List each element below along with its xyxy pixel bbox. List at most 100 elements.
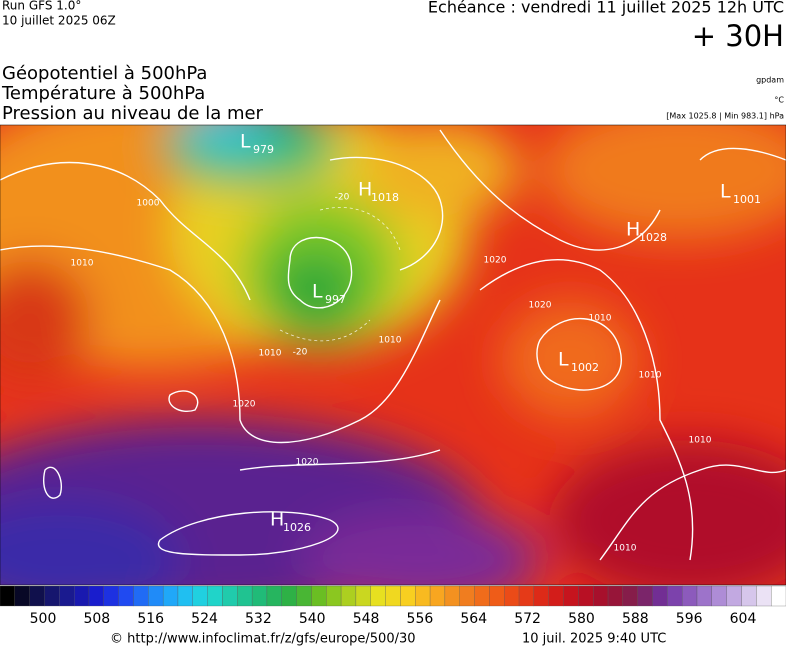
scale-label: 604 bbox=[730, 611, 757, 627]
scale-label: 516 bbox=[137, 611, 164, 627]
scale-label: 564 bbox=[460, 611, 487, 627]
scale-swatch bbox=[726, 585, 742, 607]
scale-swatch bbox=[340, 585, 357, 607]
scale-label: 540 bbox=[299, 611, 326, 627]
contour-label: 1020 bbox=[484, 256, 507, 266]
scale-swatch bbox=[607, 585, 624, 607]
center-value: 1026 bbox=[283, 521, 311, 534]
scale-swatch bbox=[296, 585, 312, 607]
scale-swatch bbox=[652, 585, 668, 607]
center-letter: H bbox=[358, 179, 372, 201]
contour-label: 1020 bbox=[233, 400, 256, 410]
scale-swatch bbox=[711, 585, 727, 607]
center-value: 1018 bbox=[371, 191, 399, 204]
scale-swatch bbox=[266, 585, 282, 607]
scale-swatch bbox=[518, 585, 535, 607]
scale-swatch bbox=[74, 585, 90, 607]
contour-label: 1010 bbox=[259, 349, 282, 359]
scale-swatch bbox=[29, 585, 45, 607]
scale-swatch bbox=[489, 585, 505, 607]
scale-swatch bbox=[578, 585, 594, 607]
center-letter: H bbox=[270, 509, 284, 531]
scale-swatch bbox=[251, 585, 268, 607]
unit: °C bbox=[774, 96, 784, 105]
unit: [Max 1025.8 | Min 983.1] hPa bbox=[666, 112, 784, 121]
center-letter: L bbox=[720, 181, 731, 203]
scale-swatch bbox=[682, 585, 698, 607]
scale-swatch bbox=[177, 585, 193, 607]
scale-label: 572 bbox=[514, 611, 541, 627]
center-value: 1028 bbox=[639, 231, 667, 244]
scale-swatch bbox=[741, 585, 757, 607]
contour-label: 1020 bbox=[529, 301, 552, 311]
scale-swatch bbox=[133, 585, 149, 607]
scale-swatch bbox=[771, 585, 786, 607]
center-value: 1001 bbox=[733, 193, 761, 206]
scale-label: 500 bbox=[30, 611, 57, 627]
contour-label: -20 bbox=[293, 348, 308, 358]
scale-swatch bbox=[504, 585, 520, 607]
scale-swatch bbox=[162, 585, 179, 607]
scale-swatch bbox=[88, 585, 104, 607]
scale-swatch bbox=[207, 585, 223, 607]
scale-swatch bbox=[756, 585, 772, 607]
offset: + 30H bbox=[692, 19, 784, 53]
center-value: 979 bbox=[253, 143, 274, 156]
scale-swatch bbox=[444, 585, 460, 607]
scale-label: 508 bbox=[83, 611, 110, 627]
title: Pression au niveau de la mer bbox=[2, 103, 264, 124]
scale-swatch bbox=[103, 585, 119, 607]
scale-swatch bbox=[370, 585, 386, 607]
scale-swatch bbox=[311, 585, 327, 607]
scale-swatch bbox=[192, 585, 208, 607]
scale-label: 532 bbox=[245, 611, 272, 627]
title: Géopotentiel à 500hPa bbox=[2, 63, 207, 84]
scale-swatch bbox=[459, 585, 475, 607]
echeance: Echéance : vendredi 11 juillet 2025 12h … bbox=[428, 0, 784, 17]
scale-swatch bbox=[237, 585, 253, 607]
scale-swatch bbox=[415, 585, 431, 607]
scale-label: 524 bbox=[191, 611, 218, 627]
scale-swatch bbox=[355, 585, 371, 607]
scale-swatch bbox=[548, 585, 564, 607]
scale-swatch bbox=[593, 585, 609, 607]
source: © http://www.infoclimat.fr/z/gfs/europe/… bbox=[110, 632, 416, 647]
scale-label: 548 bbox=[353, 611, 380, 627]
scale-swatch bbox=[400, 585, 416, 607]
scale-swatch bbox=[14, 585, 30, 607]
center-value: 1002 bbox=[571, 361, 599, 374]
title: Température à 500hPa bbox=[1, 83, 205, 104]
run-date: 10 juillet 2025 06Z bbox=[2, 14, 116, 28]
scale-swatch bbox=[429, 585, 446, 607]
contour-label: 1000 bbox=[137, 199, 160, 209]
scale-swatch bbox=[533, 585, 549, 607]
contour-label: 1020 bbox=[296, 458, 319, 468]
generated: 10 juil. 2025 9:40 UTC bbox=[522, 632, 666, 647]
scale-swatch bbox=[696, 585, 712, 607]
scale-swatch bbox=[281, 585, 297, 607]
center-letter: H bbox=[626, 219, 640, 241]
scale-swatch bbox=[563, 585, 579, 607]
scale-swatch bbox=[667, 585, 683, 607]
scale-swatch bbox=[148, 585, 164, 607]
scale-swatch bbox=[222, 585, 238, 607]
scale-label: 588 bbox=[622, 611, 649, 627]
contour-label: 1010 bbox=[71, 259, 94, 269]
scale-label: 596 bbox=[676, 611, 703, 627]
scale-label: 580 bbox=[568, 611, 595, 627]
contour-label: 1010 bbox=[614, 544, 637, 554]
center-letter: L bbox=[312, 281, 323, 303]
center-letter: L bbox=[558, 349, 569, 371]
scale-swatch bbox=[622, 585, 638, 607]
contour-label: 1010 bbox=[639, 371, 662, 381]
contour-label: 1010 bbox=[379, 336, 402, 346]
scale-swatch bbox=[0, 585, 15, 607]
center-value: 997 bbox=[325, 293, 346, 306]
center-letter: L bbox=[240, 131, 251, 153]
scale-swatch bbox=[118, 585, 134, 607]
scale-swatch bbox=[59, 585, 75, 607]
scale-swatch bbox=[44, 585, 60, 607]
